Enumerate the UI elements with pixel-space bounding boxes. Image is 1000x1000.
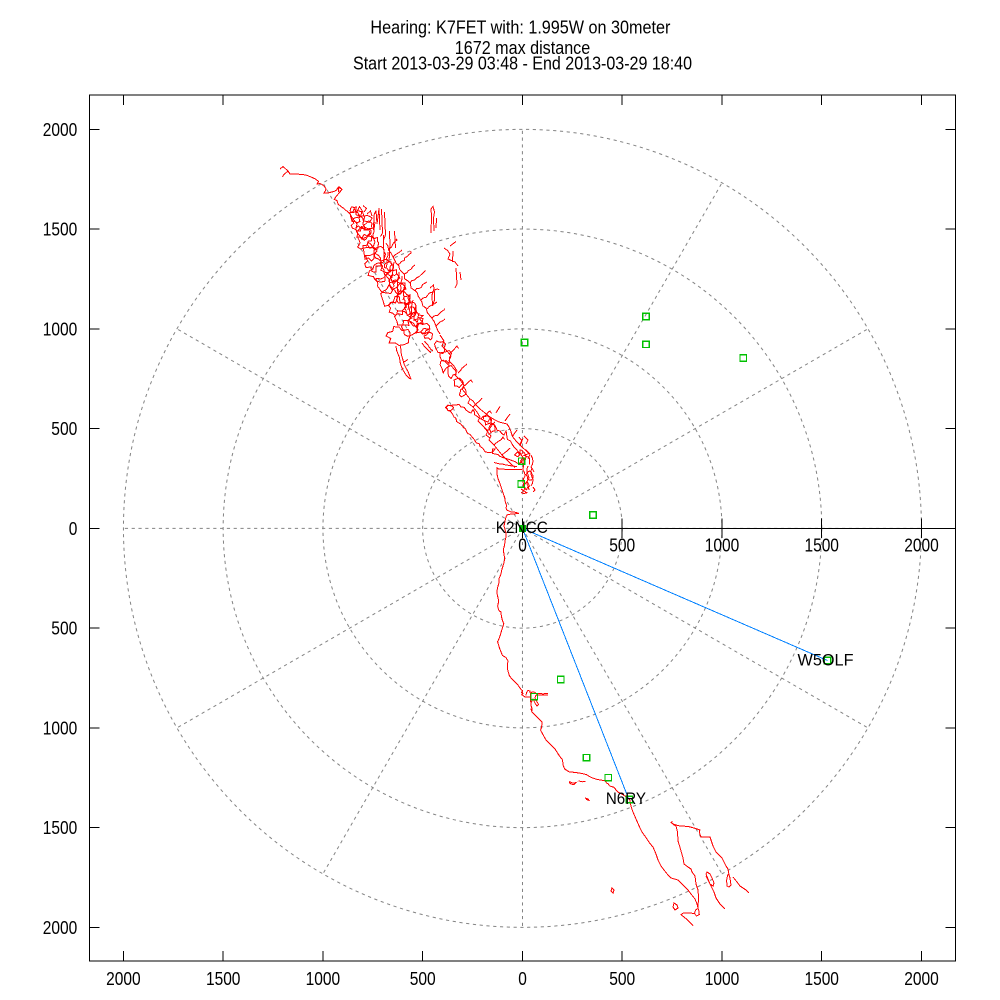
- svg-text:2000: 2000: [43, 120, 78, 140]
- svg-text:0: 0: [518, 536, 527, 556]
- svg-text:1500: 1500: [804, 969, 839, 989]
- svg-text:1000: 1000: [43, 718, 78, 738]
- svg-text:500: 500: [609, 969, 635, 989]
- svg-text:K2NCC: K2NCC: [496, 518, 548, 537]
- svg-text:0: 0: [518, 969, 527, 989]
- svg-text:1000: 1000: [705, 969, 740, 989]
- svg-text:1000: 1000: [43, 319, 78, 339]
- svg-text:Hearing: K7FET with: 1.995W on: Hearing: K7FET with: 1.995W on 30meter: [370, 18, 670, 38]
- svg-text:500: 500: [410, 969, 436, 989]
- svg-text:2000: 2000: [904, 536, 939, 556]
- svg-text:2000: 2000: [43, 918, 78, 938]
- svg-text:1500: 1500: [206, 969, 241, 989]
- svg-text:1500: 1500: [43, 220, 78, 240]
- svg-text:1500: 1500: [43, 818, 78, 838]
- svg-text:N6RY: N6RY: [606, 789, 646, 808]
- svg-text:2000: 2000: [106, 969, 141, 989]
- svg-text:1500: 1500: [804, 536, 839, 556]
- svg-text:Start 2013-03-29 03:48 - End 2: Start 2013-03-29 03:48 - End 2013-03-29 …: [353, 54, 692, 74]
- svg-text:W5OLF: W5OLF: [798, 651, 854, 670]
- svg-text:2000: 2000: [904, 969, 939, 989]
- svg-text:500: 500: [51, 419, 77, 439]
- svg-text:1672 max distance: 1672 max distance: [455, 38, 590, 58]
- svg-text:1000: 1000: [306, 969, 341, 989]
- svg-text:500: 500: [609, 536, 635, 556]
- svg-text:0: 0: [69, 519, 78, 539]
- svg-text:500: 500: [51, 619, 77, 639]
- svg-text:1000: 1000: [705, 536, 740, 556]
